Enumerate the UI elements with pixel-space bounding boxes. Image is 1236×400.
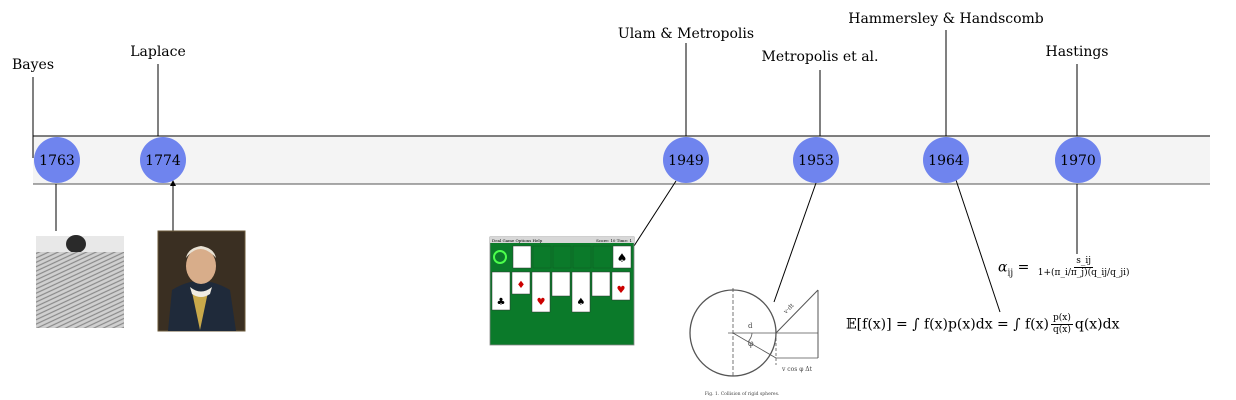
spheres-caption: Fig. 1. Collision of rigid spheres. — [705, 391, 780, 397]
svg-text:♥: ♥ — [617, 285, 626, 296]
portrait-bayes — [36, 235, 124, 328]
formula-importance-rhs: q(x)dx — [1074, 316, 1120, 333]
formula-importance-fraction: p(x) q(x) — [1051, 313, 1073, 336]
spheres-label-d: d — [748, 322, 753, 330]
solitaire-card-game: Deal Game Options Help Score: 10 Time: 1… — [489, 236, 635, 346]
svg-text:♦: ♦ — [517, 280, 526, 291]
node-1964: 1964 — [923, 137, 969, 183]
formula-hastings-eq: = — [1013, 259, 1034, 276]
node-1953: 1953 — [793, 137, 839, 183]
formula-hastings-sub: ij — [1007, 268, 1014, 279]
connector-laplace-arrowhead — [170, 180, 176, 186]
year-label: 1949 — [668, 153, 704, 169]
name-hammersley-handscomb: Hammersley & Handscomb — [848, 11, 1044, 27]
node-1774: 1774 — [140, 137, 186, 183]
formula-importance-lhs: 𝔼[f(x)] = ∫ f(x)p(x)dx = ∫ f(x) — [846, 316, 1049, 333]
diagram-collision-of-rigid-spheres: d φ v·dt v cos φ Δt Fig. 1. Collision of… — [689, 288, 819, 397]
spheres-label-vdt: v·dt — [782, 302, 796, 316]
connector-metropolis-picture — [773, 182, 817, 303]
solitaire-status: Score: 10 Time: 1 — [596, 238, 632, 243]
svg-text:♠: ♠ — [617, 251, 628, 265]
timeline-band — [33, 136, 1210, 184]
formula-importance-num: p(x) — [1051, 313, 1073, 325]
name-metropolis-et-al: Metropolis et al. — [762, 49, 879, 65]
formula-importance-sampling: 𝔼[f(x)] = ∫ f(x)p(x)dx = ∫ f(x) p(x) q(x) q… — [846, 313, 1120, 336]
svg-text:♥: ♥ — [537, 297, 546, 308]
year-label: 1964 — [928, 153, 964, 169]
solitaire-menu: Deal Game Options Help — [492, 238, 543, 243]
formula-hastings-acceptance: αij = s_ij 1+(π_i/π_j)(q_ij/q_ji) — [998, 256, 1134, 279]
portrait-laplace — [157, 230, 246, 332]
name-hastings: Hastings — [1045, 44, 1108, 60]
year-label: 1774 — [145, 153, 181, 169]
year-label: 1970 — [1060, 153, 1096, 169]
svg-text:♠: ♠ — [577, 297, 586, 308]
name-ulam-metropolis: Ulam & Metropolis — [618, 26, 754, 42]
spheres-label-bottom: v cos φ Δt — [781, 366, 813, 373]
formula-hastings-den: 1+(π_i/π_j)(q_ij/q_ji) — [1037, 268, 1130, 278]
year-label: 1763 — [39, 153, 75, 169]
formula-hastings-alpha: α — [998, 259, 1008, 276]
spheres-label-phi: φ — [748, 339, 754, 348]
name-laplace: Laplace — [130, 44, 186, 60]
node-1970: 1970 — [1055, 137, 1101, 183]
node-1763: 1763 — [34, 137, 80, 183]
year-label: 1953 — [798, 153, 834, 169]
formula-importance-den: q(x) — [1053, 325, 1071, 335]
name-bayes: Bayes — [12, 57, 54, 73]
svg-text:♣: ♣ — [497, 297, 506, 308]
formula-hastings-num: s_ij — [1074, 256, 1094, 268]
formula-hastings-fraction: s_ij 1+(π_i/π_j)(q_ij/q_ji) — [1036, 256, 1132, 279]
connector-ulam-picture — [633, 180, 677, 247]
node-1949: 1949 — [663, 137, 709, 183]
connector-hammersley-formula — [955, 179, 1001, 313]
